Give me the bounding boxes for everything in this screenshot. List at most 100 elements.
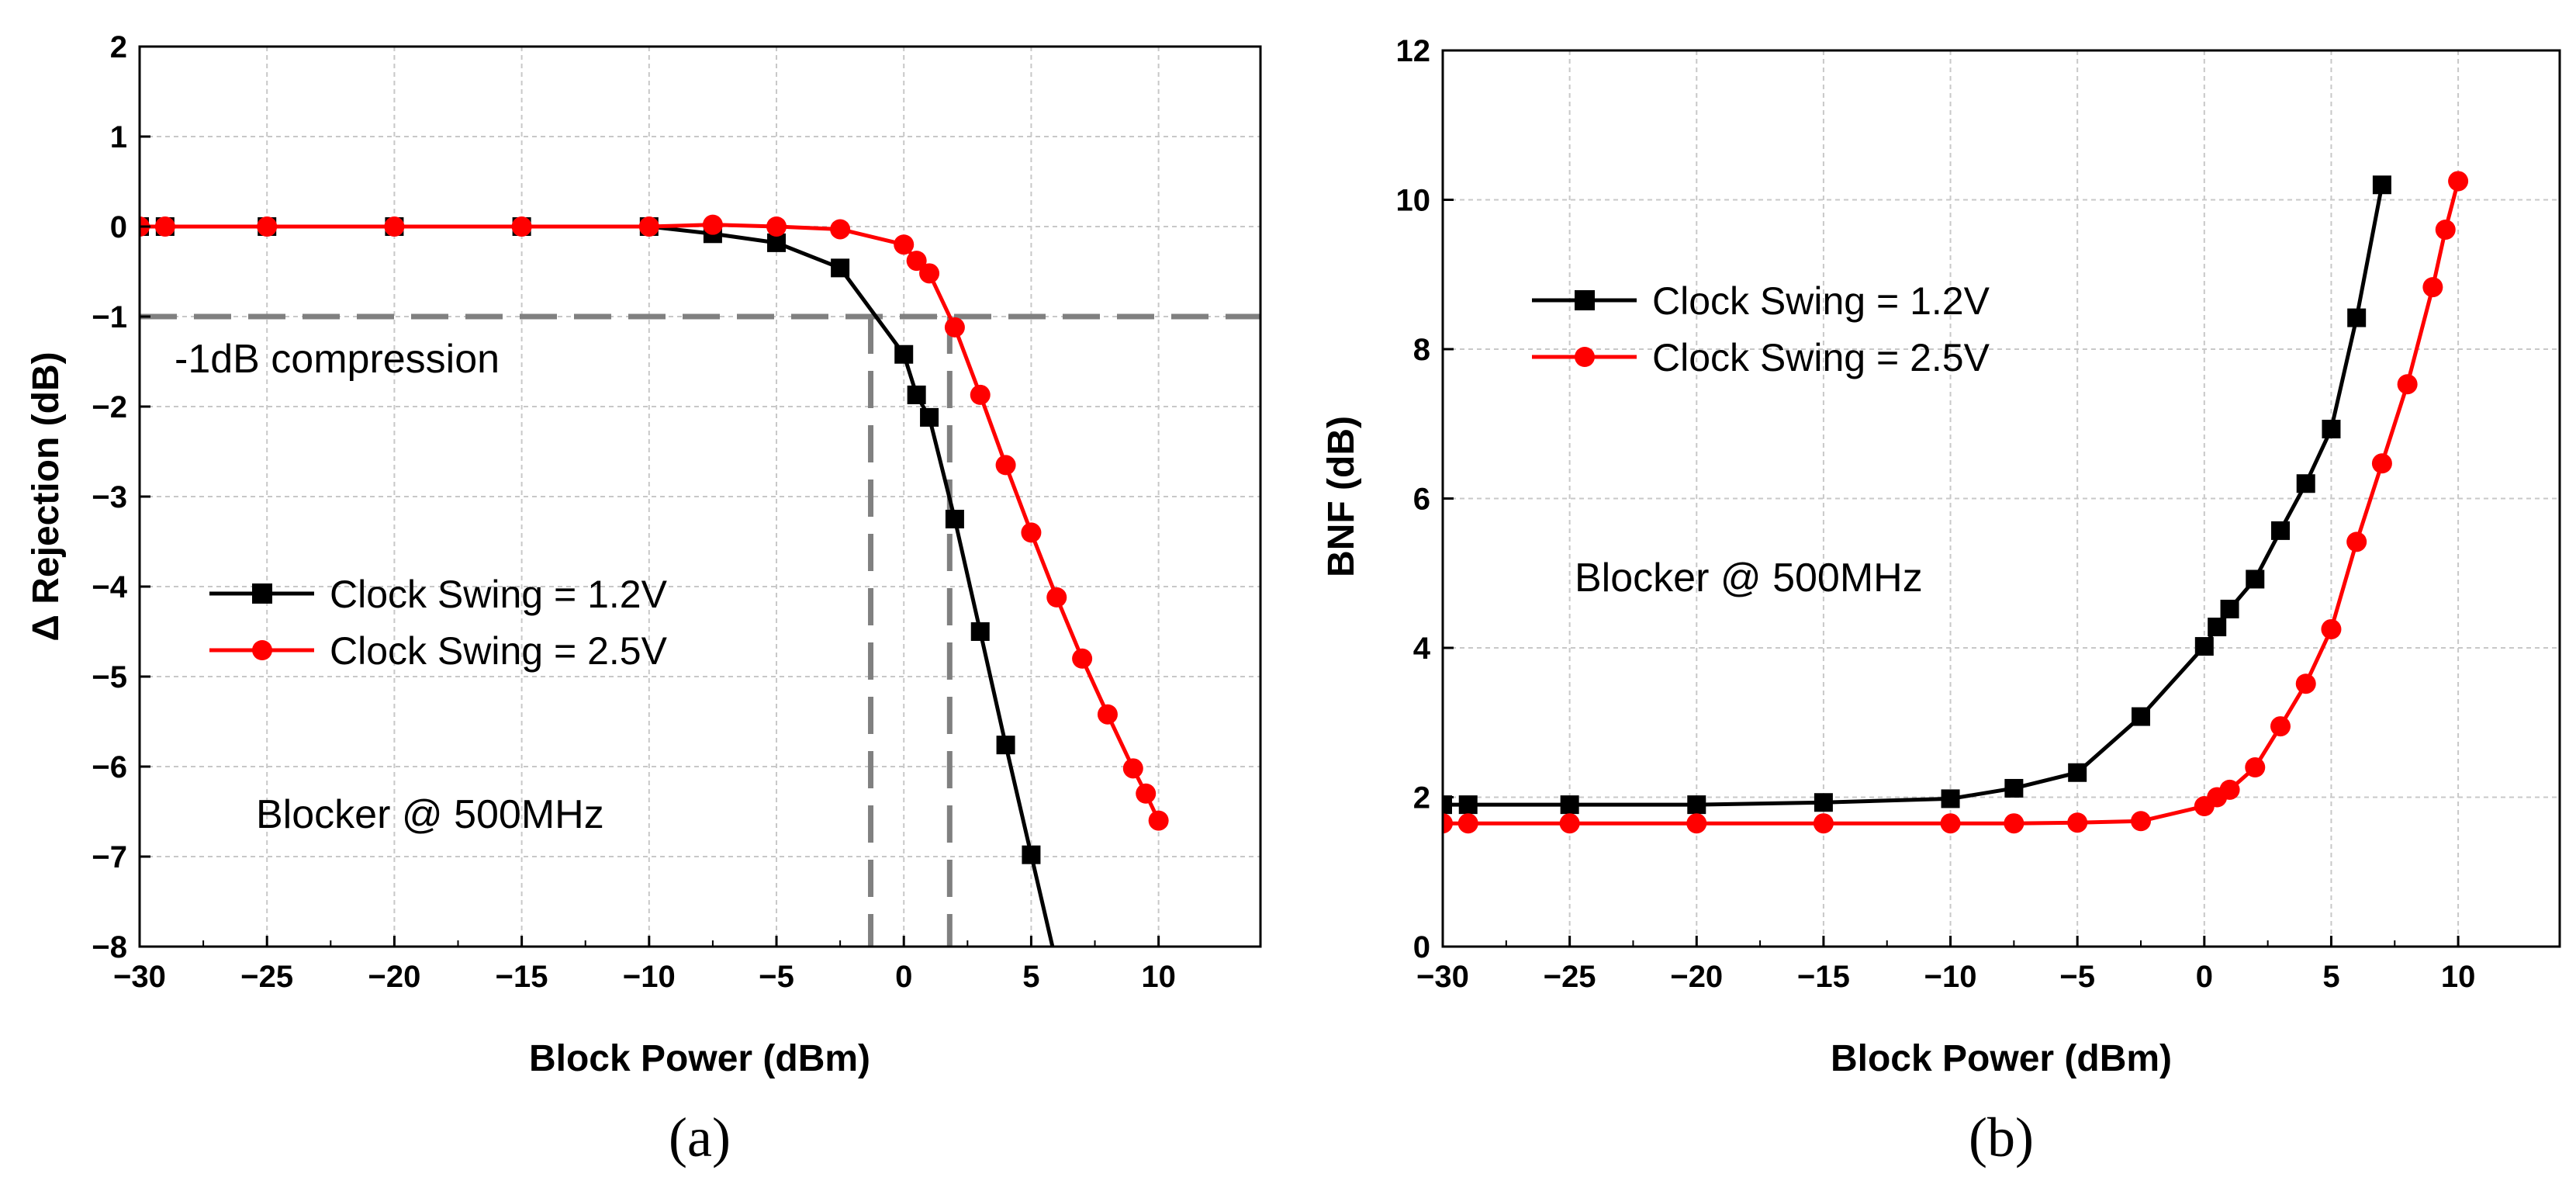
data-point-square — [1022, 845, 1041, 864]
caption-b: (b) — [1969, 1106, 2034, 1168]
legend-marker-2-b — [1575, 347, 1595, 367]
x-tick-label: −20 — [368, 960, 420, 994]
data-point-circle — [384, 216, 405, 237]
x-tick-label: −25 — [1544, 960, 1596, 994]
data-point-circle — [2004, 813, 2024, 834]
data-point-square — [970, 622, 990, 641]
x-tick-label: 0 — [895, 960, 912, 994]
data-point-circle — [2131, 811, 2151, 832]
data-point-circle — [995, 455, 1016, 476]
data-point-square — [1814, 793, 1833, 812]
data-point-square — [2271, 521, 2290, 540]
x-axis-label-b: Block Power (dBm) — [1831, 1038, 2172, 1079]
data-point-square — [1443, 795, 1452, 815]
legend-label-2-a: Clock Swing = 2.5V — [330, 629, 668, 673]
data-point-circle — [2422, 277, 2443, 298]
data-point-circle — [2067, 812, 2088, 833]
data-point-circle — [1097, 704, 1118, 725]
x-axis-label-a: Block Power (dBm) — [529, 1038, 870, 1079]
y-axis-label-a: Δ Rejection (dB) — [26, 351, 67, 641]
data-point-square — [2194, 637, 2214, 656]
data-point-circle — [154, 216, 175, 237]
data-point-circle — [2448, 171, 2469, 192]
y-tick-label: −6 — [92, 750, 127, 784]
data-point-square — [2347, 308, 2367, 327]
legend-label-1-b: Clock Swing = 1.2V — [1652, 279, 1990, 323]
x-tick-label: −30 — [113, 960, 166, 994]
data-point-circle — [638, 216, 659, 237]
data-point-circle — [919, 263, 940, 284]
x-tick-label: 5 — [2322, 960, 2339, 994]
data-point-circle — [1940, 813, 1961, 834]
data-point-square — [1687, 795, 1706, 815]
data-point-circle — [1813, 813, 1834, 834]
data-point-circle — [1457, 813, 1478, 834]
data-point-square — [945, 510, 964, 528]
data-point-circle — [257, 216, 278, 237]
caption-a: (a) — [669, 1106, 731, 1168]
data-point-circle — [1122, 758, 1143, 779]
data-point-circle — [2371, 453, 2392, 474]
legend-marker-1-a — [252, 583, 272, 604]
data-point-circle — [1148, 810, 1169, 831]
y-tick-label: 6 — [1413, 483, 1430, 517]
data-point-circle — [2397, 374, 2418, 395]
data-point-circle — [894, 234, 915, 255]
data-point-square — [894, 344, 914, 364]
y-tick-label: 0 — [1413, 930, 1430, 964]
x-tick-label: −10 — [623, 960, 676, 994]
data-point-square — [2296, 474, 2315, 493]
y-tick-label: 0 — [110, 210, 127, 244]
y-tick-label: 2 — [1413, 781, 1430, 815]
y-tick-label: −2 — [92, 390, 127, 424]
x-tick-label: −15 — [496, 960, 548, 994]
data-point-circle — [1072, 648, 1093, 669]
data-point-circle — [970, 384, 991, 405]
x-tick-label: 0 — [2196, 960, 2213, 994]
data-point-circle — [1046, 587, 1067, 608]
data-point-square — [2068, 763, 2087, 782]
data-point-circle — [906, 251, 927, 272]
data-point-square — [2322, 419, 2341, 438]
annotation-blocker-a: Blocker @ 500MHz — [256, 792, 604, 837]
data-point-square — [1047, 955, 1066, 974]
y-tick-label: −3 — [92, 480, 127, 514]
chart-panel-b: −30 −25 −20 −15 −10 −5 0 5 10 0 2 4 6 8 10 12 Block Pow… — [1321, 34, 2561, 1168]
y-tick-label: −4 — [92, 570, 127, 604]
data-point-circle — [2270, 716, 2291, 737]
x-tick-label: 10 — [2441, 960, 2476, 994]
data-point-circle — [2346, 531, 2367, 552]
series-a — [140, 214, 1169, 974]
data-point-square — [1941, 789, 1960, 808]
x-tick-label: −20 — [1670, 960, 1723, 994]
y-tick-label: −5 — [92, 660, 127, 694]
data-point-circle — [511, 216, 532, 237]
y-tick-label: −1 — [92, 300, 127, 334]
y-tick-label: 1 — [110, 120, 127, 154]
ticks-b: −30 −25 −20 −15 −10 −5 0 5 10 0 2 4 6 8 10 12 — [1396, 34, 2476, 994]
data-point-circle — [2295, 673, 2316, 694]
x-tick-label: 5 — [1022, 960, 1039, 994]
data-point-circle — [2219, 779, 2240, 800]
chart-panel-a: −30 −25 −20 −15 −10 −5 0 5 10−8−7−6−5−4−3−2−1012… — [26, 30, 1262, 1168]
data-point-circle — [1136, 783, 1157, 804]
reference-lines-a — [140, 313, 1260, 947]
annotation-blocker-b: Blocker @ 500MHz — [1575, 556, 1923, 601]
data-point-square — [1560, 795, 1579, 815]
data-point-circle — [944, 317, 965, 338]
x-tick-label: −30 — [1416, 960, 1469, 994]
x-tick-label: −25 — [240, 960, 293, 994]
x-tick-label: −5 — [2059, 960, 2095, 994]
y-tick-label: −8 — [92, 930, 127, 964]
annotation-compression-a: -1dB compression — [175, 337, 500, 382]
y-tick-label: 4 — [1413, 632, 1431, 666]
data-point-circle — [1443, 813, 1453, 834]
x-tick-label: −5 — [759, 960, 794, 994]
x-tick-label: −10 — [1924, 960, 1977, 994]
legend-a: Clock Swing = 1.2V Clock Swing = 2.5V — [209, 573, 668, 673]
data-point-square — [2246, 570, 2265, 589]
data-point-square — [907, 385, 926, 404]
legend-label-2-b: Clock Swing = 2.5V — [1652, 336, 1990, 379]
